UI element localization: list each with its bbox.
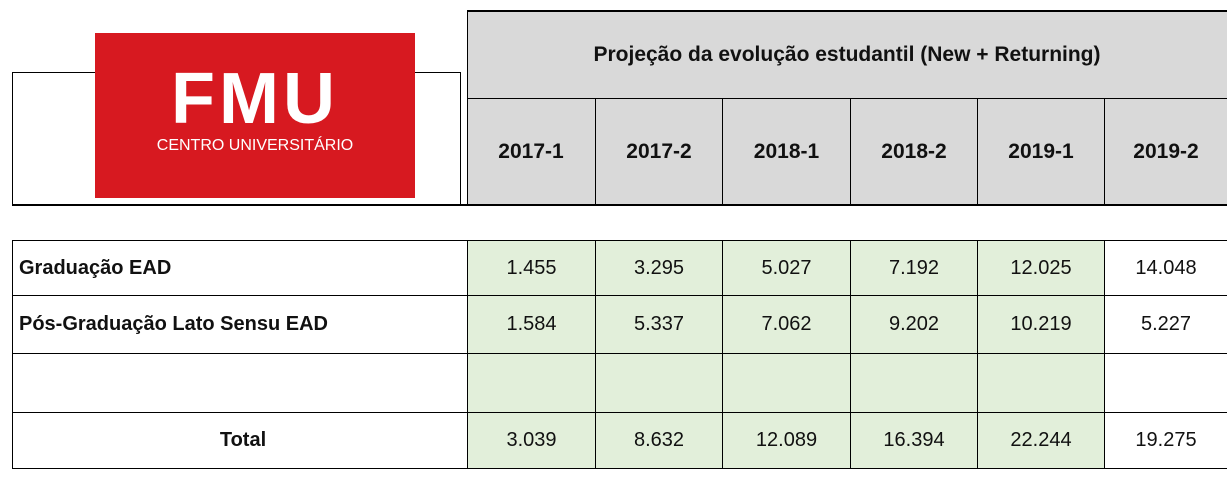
row-label: Pós-Graduação Lato Sensu EAD: [12, 295, 468, 354]
value-cell: 10.219: [977, 295, 1105, 354]
header-bottom-line: [12, 204, 1227, 206]
value-cell: 5.337: [595, 295, 723, 354]
value-cell: [977, 353, 1105, 413]
row-label: [12, 353, 468, 413]
header-title: Projeção da evolução estudantil (New + R…: [593, 43, 1101, 66]
value-cell: 16.394: [850, 412, 978, 469]
value-cell: [1104, 353, 1227, 413]
year-header: 2017-1: [498, 139, 564, 163]
value-cell: 8.632: [595, 412, 723, 469]
value-cell: 5.027: [722, 240, 851, 296]
value-cell: 19.275: [1104, 412, 1227, 469]
logo-subtitle: CENTRO UNIVERSITÁRIO: [156, 137, 354, 154]
row-label: Graduação EAD: [12, 240, 468, 296]
value-cell: 14.048: [1104, 240, 1227, 296]
value-cell: 12.089: [722, 412, 851, 469]
value-cell: 1.584: [467, 295, 596, 354]
value-cell: 22.244: [977, 412, 1105, 469]
value-cell: 12.025: [977, 240, 1105, 296]
value-cell: 3.039: [467, 412, 596, 469]
value-cell: 9.202: [850, 295, 978, 354]
value-cell: [467, 353, 596, 413]
value-cell: [850, 353, 978, 413]
value-cell: 5.227: [1104, 295, 1227, 354]
year-header: 2017-2: [595, 99, 722, 204]
logo: FMU CENTRO UNIVERSITÁRIO: [95, 33, 415, 198]
logo-name: FMU: [171, 59, 339, 139]
value-cell: 7.062: [722, 295, 851, 354]
year-header: 2019-2: [1104, 99, 1227, 204]
year-header: 2018-1: [722, 99, 850, 204]
value-cell: 1.455: [467, 240, 596, 296]
year-header: 2019-1: [977, 99, 1104, 204]
header-panel: [467, 10, 1227, 205]
value-cell: 3.295: [595, 240, 723, 296]
value-cell: [595, 353, 723, 413]
year-header: 2018-2: [850, 99, 977, 204]
value-cell: 7.192: [850, 240, 978, 296]
header-divider: [467, 98, 1227, 99]
value-cell: [722, 353, 851, 413]
row-label: Total: [12, 412, 468, 469]
